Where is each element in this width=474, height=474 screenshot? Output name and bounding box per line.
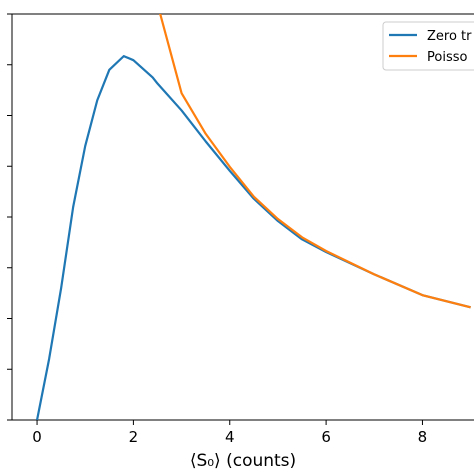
x-tick-label: 0 bbox=[32, 428, 42, 446]
plot-area bbox=[35, 14, 471, 420]
x-axis-label: ⟨S₀⟩ (counts) bbox=[190, 451, 296, 471]
legend-label: Zero tr bbox=[427, 29, 472, 44]
x-tick-label: 6 bbox=[321, 428, 331, 446]
x-tick-label: 8 bbox=[418, 428, 428, 446]
x-tick-label: 2 bbox=[129, 428, 139, 446]
legend-label: Poisso bbox=[427, 50, 467, 65]
x-tick-label: 4 bbox=[225, 428, 235, 446]
line-series bbox=[35, 55, 471, 420]
plot-frame bbox=[11, 13, 474, 421]
line-series bbox=[159, 14, 471, 309]
